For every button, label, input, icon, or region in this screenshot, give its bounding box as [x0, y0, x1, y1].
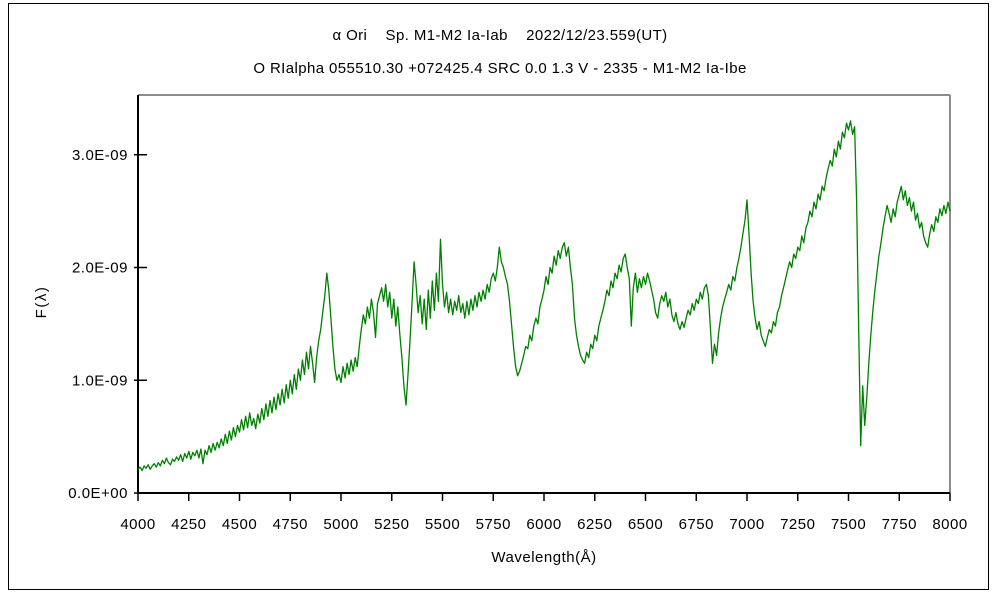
axes-layer: 4000 4250 4500 4750 5000 5250 5500 5750 6000 6250… [68, 94, 967, 533]
x-tick-label: 6000 [526, 516, 561, 533]
x-tick-label: 7500 [831, 516, 866, 533]
x-tick-label: 8000 [932, 516, 967, 533]
x-tick-label: 6500 [628, 516, 663, 533]
x-tick-label: 4750 [273, 516, 308, 533]
x-tick-label: 5000 [323, 516, 358, 533]
chart-title: α Ori Sp. M1-M2 Ia-Iab 2022/12/23.559(UT… [332, 27, 668, 44]
x-tick-label: 4000 [120, 516, 155, 533]
y-axis-label: F(λ) [33, 286, 50, 319]
x-tick-label: 5750 [476, 516, 511, 533]
x-tick-label: 7000 [729, 516, 764, 533]
y-tick-label: 0.0E+00 [68, 485, 128, 502]
x-tick-label: 4500 [222, 516, 257, 533]
x-tick-label: 5250 [374, 516, 409, 533]
y-tick-label: 1.0E-09 [72, 372, 128, 389]
chart-subtitle: O RIalpha 055510.30 +072425.4 SRC 0.0 1.… [253, 60, 747, 77]
x-tick-label: 6250 [577, 516, 612, 533]
x-tick-label: 7750 [882, 516, 917, 533]
x-tick-label: 4250 [171, 516, 206, 533]
x-axis-label: Wavelength(Å) [491, 549, 596, 566]
x-tick-label: 7250 [780, 516, 815, 533]
x-tick-label: 5500 [425, 516, 460, 533]
y-tick-label: 2.0E-09 [72, 260, 128, 277]
label-layer: Wavelength(Å) F(λ) [33, 286, 596, 566]
spectrum-line [137, 120, 951, 472]
x-tick-label: 6750 [679, 516, 714, 533]
y-tick-label: 3.0E-09 [72, 147, 128, 164]
data-layer [137, 120, 951, 472]
